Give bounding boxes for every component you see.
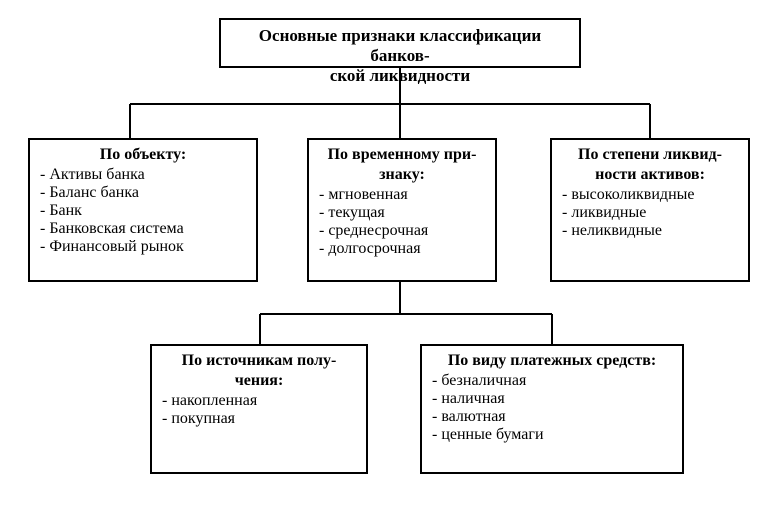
item: - долгосрочная <box>319 240 485 258</box>
root-line2: ской ликвидности <box>231 66 569 86</box>
heading-object: По объекту: <box>40 146 246 164</box>
item: - валютная <box>432 408 672 426</box>
item: - мгновенная <box>319 186 485 204</box>
heading-src-l1: По источникам полу- <box>162 352 356 370</box>
item: - ликвидные <box>562 204 738 222</box>
item: - накопленная <box>162 392 356 410</box>
heading-pay: По виду платежных средств: <box>432 352 672 370</box>
item: - Банковская система <box>40 220 246 238</box>
item: - Банк <box>40 202 246 220</box>
box-time: По временному при- знаку: - мгновенная -… <box>307 138 497 282</box>
item: - Активы банка <box>40 166 246 184</box>
box-sources: По источникам полу- чения: - накопленная… <box>150 344 368 474</box>
item: - текущая <box>319 204 485 222</box>
box-liquidity: По степени ликвид- ности активов: - высо… <box>550 138 750 282</box>
heading-liq-l2: ности активов: <box>562 166 738 184</box>
item: - среднесрочная <box>319 222 485 240</box>
heading-src-l2: чения: <box>162 372 356 390</box>
item: - ценные бумаги <box>432 426 672 444</box>
heading-time-l1: По временному при- <box>319 146 485 164</box>
item: - покупная <box>162 410 356 428</box>
item: - Баланс банка <box>40 184 246 202</box>
heading-time-l2: знаку: <box>319 166 485 184</box>
root-line1: Основные признаки классификации банков- <box>231 26 569 66</box>
heading-liq-l1: По степени ликвид- <box>562 146 738 164</box>
root-box: Основные признаки классификации банков- … <box>219 18 581 68</box>
box-object: По объекту: - Активы банка - Баланс банк… <box>28 138 258 282</box>
item: - наличная <box>432 390 672 408</box>
item: - неликвидные <box>562 222 738 240</box>
item: - высоколиквидные <box>562 186 738 204</box>
box-payment: По виду платежных средств: - безналичная… <box>420 344 684 474</box>
item: - Финансовый рынок <box>40 238 246 256</box>
item: - безналичная <box>432 372 672 390</box>
